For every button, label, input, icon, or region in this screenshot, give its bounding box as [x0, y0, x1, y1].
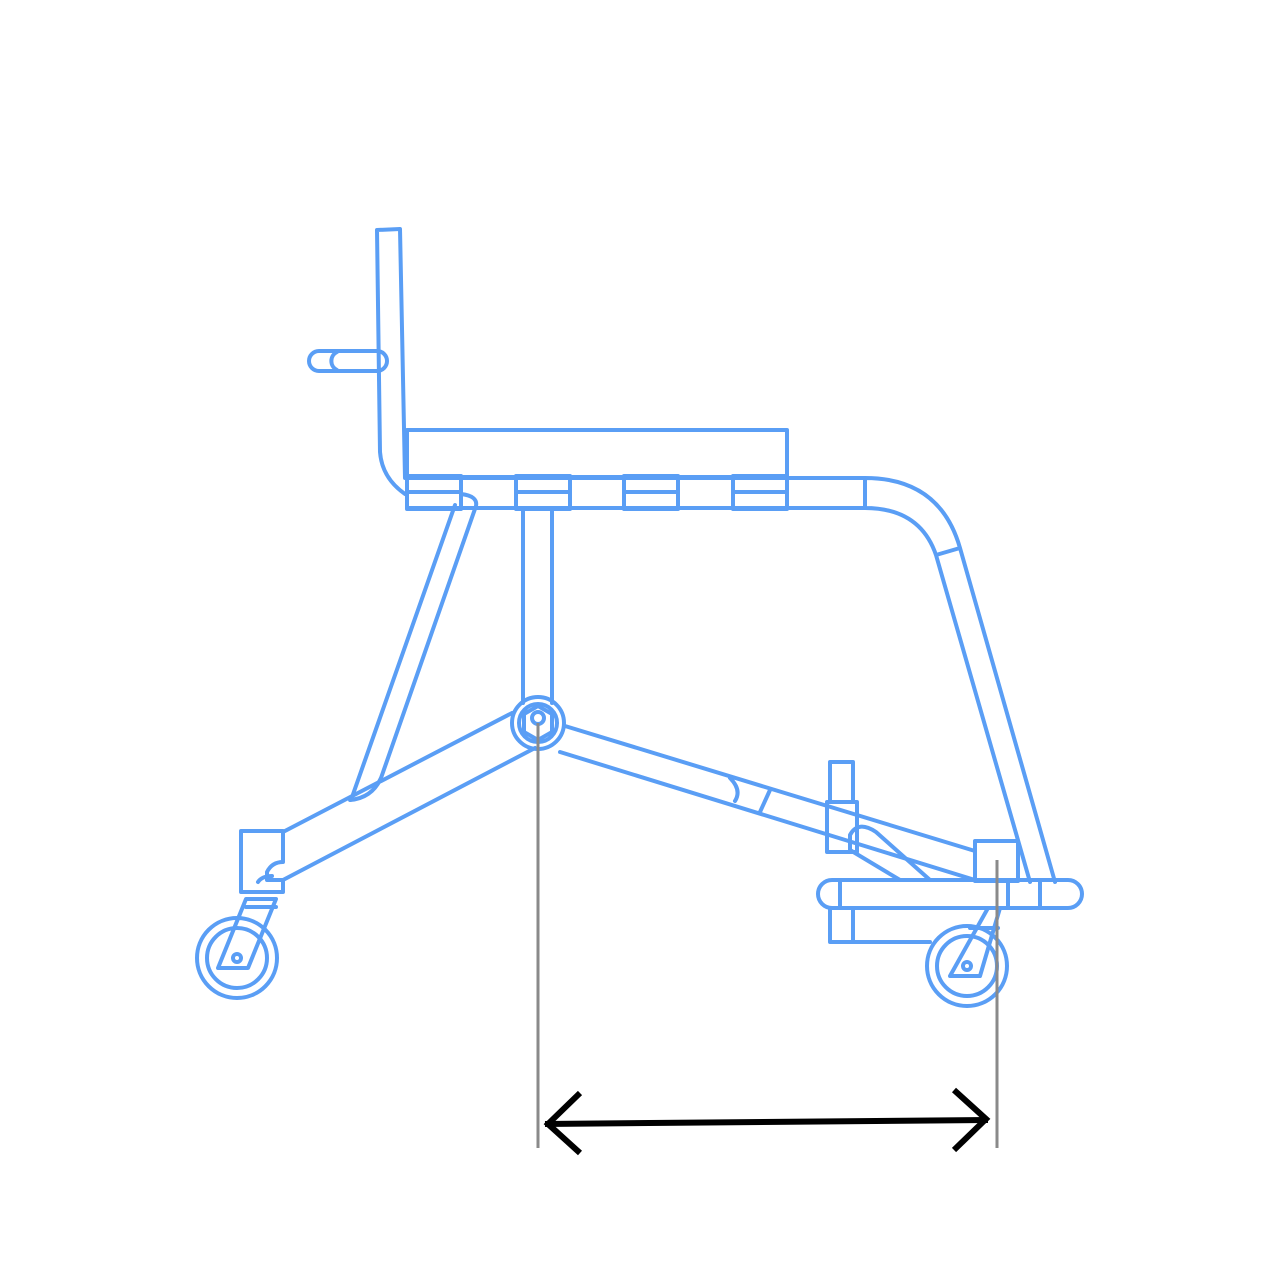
- front-lower-arm: [558, 724, 977, 882]
- push-handle: [307, 349, 389, 373]
- front-caster-fork: [948, 906, 1002, 978]
- footrest-bar: [816, 878, 1084, 910]
- rear-caster-wheel: [195, 916, 279, 1000]
- guide-lines: [536, 723, 999, 1148]
- dimension-arrowhead-right: [951, 1087, 991, 1153]
- rear-caster-fork: [216, 897, 278, 970]
- footrest-assembly: [816, 760, 1084, 944]
- dimension-arrow: [543, 1087, 991, 1156]
- rear-wheel-axle: [231, 952, 243, 964]
- dimension-arrowhead-left: [543, 1090, 583, 1156]
- center-post: [521, 507, 554, 705]
- front-wheel-tire: [925, 924, 1009, 1008]
- pivot-bolt: [530, 710, 546, 726]
- seat-cushion: [405, 428, 789, 479]
- rear-lower-arm: [281, 711, 537, 882]
- rear-diagonal-strut: [348, 492, 479, 802]
- dimension-arrow-shaft: [544, 1117, 989, 1127]
- seat-rail: [405, 476, 1057, 884]
- footrest-plate: [828, 906, 932, 944]
- wheelchair-frame: [195, 227, 1084, 1008]
- rear-wheel-tire: [195, 916, 279, 1000]
- front-wheel-axle: [961, 960, 973, 972]
- rear-wheel-rim: [205, 926, 269, 990]
- rear-caster-housing: [239, 829, 285, 894]
- front-caster-wheel: [925, 924, 1009, 1008]
- rail-clamps: [405, 474, 789, 511]
- backrest-post: [375, 227, 407, 496]
- footrest-bolt: [828, 760, 855, 804]
